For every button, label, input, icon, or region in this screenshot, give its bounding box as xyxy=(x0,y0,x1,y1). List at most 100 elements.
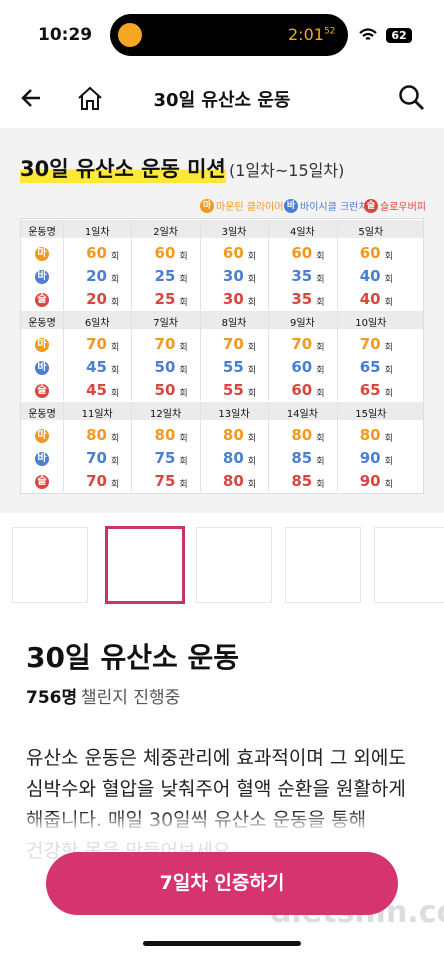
timer-text: 2:01 xyxy=(288,25,324,44)
rep-count: 30 xyxy=(222,290,244,308)
column-divider xyxy=(63,311,64,401)
legend-label: 바이시클 크런치 xyxy=(300,202,368,213)
header-row xyxy=(21,311,423,329)
rep-count: 70 xyxy=(86,449,107,467)
rep-unit: 회 xyxy=(316,252,325,262)
day-label: 3일차 xyxy=(221,227,247,238)
rep-count: 20 xyxy=(86,290,107,308)
header-title: 30일 유산소 운동 xyxy=(153,90,291,111)
day-label: 13일차 xyxy=(218,409,250,420)
rep-count: 25 xyxy=(154,267,176,285)
day-label: 9일차 xyxy=(290,318,315,329)
day-label: 14일차 xyxy=(286,409,318,420)
rep-count: 25 xyxy=(154,290,176,308)
header-row xyxy=(21,220,423,238)
rep-unit: 회 xyxy=(384,480,393,490)
rep-unit: 회 xyxy=(384,275,393,285)
column-divider xyxy=(336,311,338,401)
home-indicator xyxy=(143,941,301,946)
column-divider xyxy=(268,311,270,401)
day-label: 15일차 xyxy=(355,409,387,420)
timer-seconds: 52 xyxy=(323,26,336,37)
rep-unit: 회 xyxy=(111,457,120,467)
rep-unit: 회 xyxy=(179,480,188,490)
thumbnail[interactable] xyxy=(12,527,88,603)
legend-label: 슬로우버피 xyxy=(380,202,426,213)
rep-count: 20 xyxy=(86,267,107,285)
column-divider xyxy=(199,311,201,401)
rep-count: 40 xyxy=(359,267,381,285)
rep-unit: 회 xyxy=(384,434,393,444)
rep-unit: 회 xyxy=(179,275,188,285)
rep-unit: 회 xyxy=(384,252,393,262)
rep-count: 80 xyxy=(359,426,381,444)
legend-badge: 슬 xyxy=(364,198,378,213)
column-divider xyxy=(199,220,201,310)
column-divider xyxy=(199,402,201,492)
column-divider xyxy=(63,220,64,310)
certify-button[interactable]: 7일차 인증하기 xyxy=(46,852,398,915)
thumbnail[interactable] xyxy=(285,527,361,603)
rep-unit: 회 xyxy=(247,252,257,262)
day-label: 8일차 xyxy=(221,318,247,329)
column-divider xyxy=(336,220,338,310)
rep-unit: 회 xyxy=(179,389,188,399)
legend-item: 마 마운틴 클라이머 xyxy=(200,198,284,213)
rep-unit: 회 xyxy=(111,434,120,444)
rep-unit: 회 xyxy=(247,298,257,308)
rep-count: 35 xyxy=(291,267,313,285)
rep-unit: 회 xyxy=(316,389,325,399)
day-label: 5일차 xyxy=(358,227,384,238)
exercise-badge: 마 xyxy=(35,338,49,352)
rep-unit: 회 xyxy=(316,343,325,353)
column-divider xyxy=(336,402,338,492)
legend-label: 마운틴 클라이머 xyxy=(216,202,284,213)
rep-unit: 회 xyxy=(316,480,325,490)
rep-count: 60 xyxy=(222,244,244,262)
rep-unit: 회 xyxy=(247,275,257,285)
rep-count: 80 xyxy=(291,426,313,444)
rep-count: 80 xyxy=(222,472,244,490)
exercise-badge: 바 xyxy=(35,361,49,375)
timer-icon xyxy=(118,23,142,47)
rep-unit: 회 xyxy=(384,389,393,399)
rep-count: 30 xyxy=(222,267,244,285)
thumbnail[interactable] xyxy=(196,527,272,603)
rep-unit: 회 xyxy=(316,275,325,285)
legend-item: 슬 슬로우버피 xyxy=(364,198,426,213)
search-button[interactable] xyxy=(398,84,426,112)
battery: 62 xyxy=(386,28,412,43)
rep-count: 60 xyxy=(359,244,381,262)
rep-unit: 회 xyxy=(111,389,120,399)
rep-count: 90 xyxy=(359,472,381,490)
rep-count: 85 xyxy=(291,472,313,490)
rep-unit: 회 xyxy=(179,298,188,308)
rep-count: 65 xyxy=(359,381,381,399)
rep-count: 80 xyxy=(154,426,176,444)
rep-count: 70 xyxy=(222,335,244,353)
day-label: 10일차 xyxy=(355,318,387,329)
rep-unit: 회 xyxy=(247,480,257,490)
column-header: 운동명 xyxy=(28,318,56,329)
back-button[interactable] xyxy=(20,86,44,110)
exercise-badge: 마 xyxy=(35,429,49,443)
thumbnail[interactable] xyxy=(374,527,444,603)
rep-count: 60 xyxy=(154,244,176,262)
home-button[interactable] xyxy=(76,85,104,111)
thumbnail-selected[interactable] xyxy=(105,526,185,604)
wifi-icon xyxy=(359,28,377,40)
exercise-badge: 바 xyxy=(35,270,49,284)
mission-table: 운동명 마 바 슬 1일차 60 회 20 회 20 회 2일차 60 회 25 회 25 회 3일차 60 회 30 회 3… xyxy=(20,218,424,494)
challenge-title: 30일 유산소 운동 xyxy=(26,641,240,674)
rep-count: 50 xyxy=(154,358,176,376)
rep-count: 80 xyxy=(222,449,244,467)
rep-count: 40 xyxy=(359,290,381,308)
rep-unit: 회 xyxy=(111,298,120,308)
rep-count: 60 xyxy=(291,244,313,262)
rep-count: 50 xyxy=(154,381,176,399)
rep-unit: 회 xyxy=(384,343,393,353)
exercise-badge: 슬 xyxy=(35,475,49,489)
rep-unit: 회 xyxy=(316,298,325,308)
status-time: 10:29 xyxy=(38,25,93,45)
rep-count: 60 xyxy=(291,381,313,399)
